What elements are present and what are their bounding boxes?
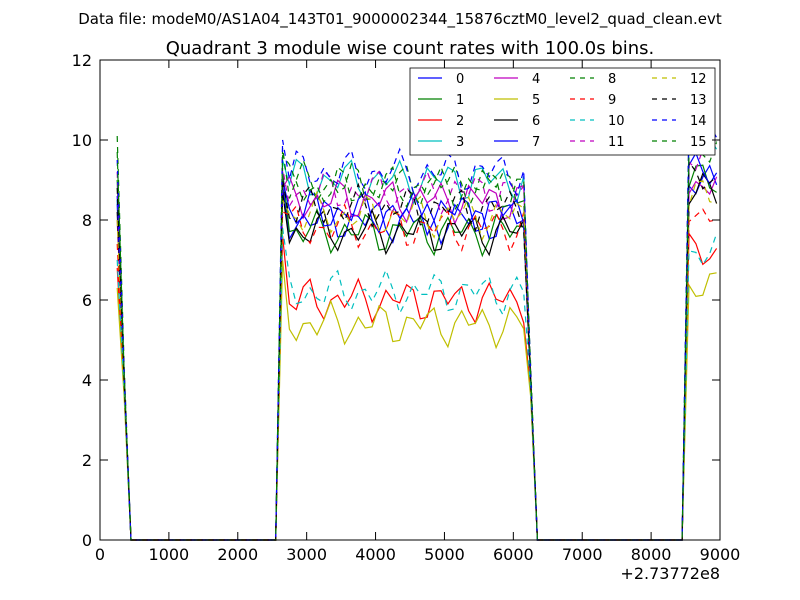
y-tick-label: 8 (82, 211, 92, 230)
legend-label-8: 8 (608, 72, 616, 87)
y-tick-label: 2 (82, 451, 92, 470)
x-tick-label: 9000 (700, 545, 741, 564)
x-tick-label: 2000 (217, 545, 258, 564)
legend-label-1: 1 (456, 93, 464, 108)
legend-label-3: 3 (456, 135, 464, 150)
chart-title: Quadrant 3 module wise count rates with … (166, 38, 655, 59)
y-tick-label: 0 (82, 531, 92, 550)
suptitle: Data file: modeM0/AS1A04_143T01_90000023… (78, 10, 722, 29)
legend-label-2: 2 (456, 114, 464, 129)
x-tick-label: 5000 (424, 545, 465, 564)
y-tick-label: 10 (72, 131, 92, 150)
y-tick-label: 4 (82, 371, 92, 390)
legend-label-15: 15 (690, 135, 707, 150)
x-tick-label: 3000 (286, 545, 327, 564)
x-tick-label: 1000 (149, 545, 190, 564)
y-tick-label: 12 (72, 51, 92, 70)
y-tick-label: 6 (82, 291, 92, 310)
legend-label-14: 14 (690, 114, 707, 129)
x-tick-label: 8000 (631, 545, 672, 564)
legend-label-5: 5 (532, 93, 540, 108)
legend-label-9: 9 (608, 93, 616, 108)
x-tick-label: 4000 (355, 545, 396, 564)
x-tick-label: 7000 (562, 545, 603, 564)
x-tick-label: 0 (95, 545, 105, 564)
legend-label-6: 6 (532, 114, 540, 129)
legend-label-4: 4 (532, 72, 540, 87)
legend-label-10: 10 (608, 114, 625, 129)
legend-label-7: 7 (532, 135, 540, 150)
legend-label-13: 13 (690, 93, 707, 108)
axis-ticks: 0 1000 2000 3000 4000 5000 6000 7000 8000 9000 0 2 4… (72, 51, 741, 564)
x-tick-label: 6000 (493, 545, 534, 564)
legend-label-0: 0 (456, 72, 464, 87)
legend-label-12: 12 (690, 72, 707, 87)
legend-label-11: 11 (608, 135, 625, 150)
x-offset-label: +2.73772e8 (620, 564, 720, 583)
